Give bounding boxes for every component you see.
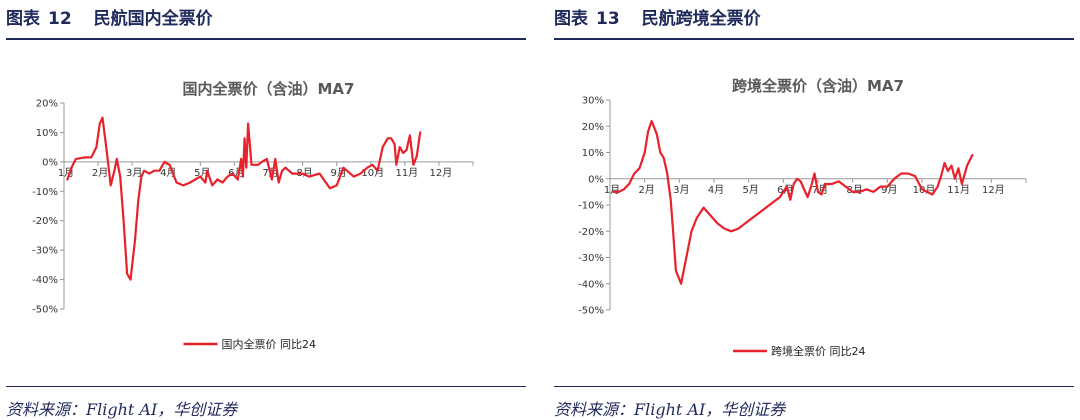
line-chart-domestic: 国内全票价（含油）MA7 20% 10% 0% -10% -20% -30% -40% -50%… [32, 80, 474, 351]
x-tick-label: 12月 [430, 167, 453, 179]
chart-title: 跨境全票价（含油）MA7 [732, 77, 904, 95]
figure-13-panel: 图表 13 民航跨境全票价 跨境全票价（含油）MA7 30% 20% 10% 0% -10% -… [554, 0, 1080, 419]
x-tick-label: 6月 [228, 167, 244, 179]
y-tick-label: -10% [578, 201, 604, 212]
figure-number: 12 [48, 9, 72, 29]
y-tick-label: -20% [32, 216, 58, 227]
x-tick-label: 11月 [947, 184, 970, 196]
figure-12-panel: 图表 12 民航国内全票价 国内全票价（含油）MA7 20% 10% 0% -10% -20%… [6, 0, 532, 419]
y-tick-label: -40% [32, 275, 58, 286]
series-line [612, 119, 974, 285]
x-tick-label: 12月 [982, 184, 1005, 196]
y-tick-label: -50% [32, 305, 58, 316]
x-tick-label: 2月 [638, 184, 654, 196]
chart-area: 跨境全票价（含油）MA7 30% 20% 10% 0% -10% -20% -30% -40% -… [556, 48, 1072, 370]
legend-label: 国内全票价 同比24 [222, 337, 317, 351]
y-tick-label: -30% [578, 253, 604, 264]
x-tick-label: 3月 [673, 184, 689, 196]
x-tick-label: 11月 [395, 167, 418, 179]
figure-13-heading: 图表 13 民航跨境全票价 [554, 4, 1074, 32]
x-tick-label: 1月 [604, 184, 620, 196]
y-tick-label: 20% [36, 99, 58, 110]
footer-rule [6, 386, 526, 387]
y-tick-label: 30% [582, 96, 604, 107]
series-line [66, 116, 422, 281]
figure-number: 13 [596, 9, 620, 29]
y-tick-label: -40% [578, 279, 604, 290]
y-tick-label: 0% [588, 174, 604, 185]
source-note: 资料来源：Flight AI，华创证券 [554, 400, 786, 419]
figure-12-heading: 图表 12 民航国内全票价 [6, 4, 526, 32]
legend-label: 跨境全票价 同比24 [771, 344, 866, 358]
footer-rule [554, 386, 1074, 387]
figure-title: 民航跨境全票价 [641, 9, 761, 29]
x-tick-label: 2月 [92, 167, 108, 179]
line-chart-crossborder: 跨境全票价（含油）MA7 30% 20% 10% 0% -10% -20% -30% -40% -… [578, 77, 1027, 358]
y-tick-label: -50% [578, 306, 604, 317]
x-tick-label: 4月 [708, 184, 724, 196]
figure-label: 图表 [6, 9, 40, 29]
y-tick-label: 10% [582, 148, 604, 159]
y-tick-label: -10% [32, 187, 58, 198]
figure-title: 民航国内全票价 [93, 9, 213, 29]
x-tick-label: 5月 [742, 184, 758, 196]
y-tick-label: -30% [32, 246, 58, 257]
y-tick-label: 10% [36, 128, 58, 139]
y-tick-label: 20% [582, 122, 604, 133]
heading-rule [6, 38, 526, 40]
figure-label: 图表 [554, 9, 588, 29]
y-tick-label: 0% [42, 157, 58, 168]
chart-title: 国内全票价（含油）MA7 [183, 80, 355, 98]
x-tick-label: 3月 [126, 167, 142, 179]
heading-rule [554, 38, 1074, 40]
source-note: 资料来源：Flight AI，华创证券 [6, 400, 238, 419]
chart-area: 国内全票价（含油）MA7 20% 10% 0% -10% -20% -30% -40% -50%… [8, 48, 524, 370]
y-tick-label: -20% [578, 227, 604, 238]
